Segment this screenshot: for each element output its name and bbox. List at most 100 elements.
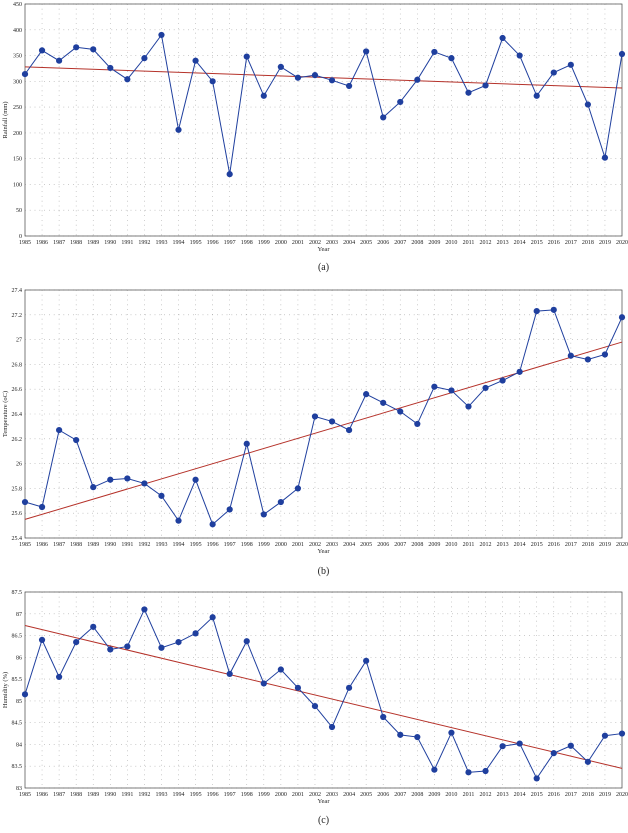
x-tick-label: 1992 (138, 542, 150, 548)
data-point (124, 475, 130, 481)
x-tick-label: 1990 (104, 240, 116, 246)
y-tick-label: 86.5 (12, 634, 23, 640)
x-tick-label: 2008 (411, 542, 423, 548)
x-tick-label: 2011 (463, 542, 475, 548)
data-point (141, 480, 147, 486)
chart-panel-1: 0 50 100 150 200 250 300 350 400 450 1985 1986 1987 1… (2, 2, 628, 273)
plot-frame (25, 4, 622, 236)
data-point (175, 518, 181, 524)
data-point (261, 93, 267, 99)
x-tick-label: 1996 (207, 792, 219, 798)
x-tick-label: 2008 (411, 792, 423, 798)
x-tick-label: 2014 (514, 542, 526, 548)
y-tick-label: 25.8 (12, 486, 23, 492)
x-tick-label: 1989 (87, 542, 99, 548)
data-point (380, 400, 386, 406)
x-tick-label: 2013 (497, 542, 509, 548)
data-point (39, 637, 45, 643)
x-tick-label: 1998 (241, 240, 253, 246)
x-tick-label: 2008 (411, 240, 423, 246)
data-point (175, 127, 181, 133)
x-tick-label: 2006 (377, 792, 389, 798)
data-point (602, 733, 608, 739)
y-tick-label: 25.6 (12, 511, 23, 517)
x-tick-label: 2015 (531, 542, 543, 548)
data-point (363, 391, 369, 397)
x-tick-label: 1997 (224, 240, 236, 246)
data-point (22, 71, 28, 77)
y-tick-label: 26.8 (12, 362, 23, 368)
y-tick-label: 86 (16, 655, 22, 661)
x-tick-label: 2005 (360, 792, 372, 798)
data-point (141, 606, 147, 612)
data-point (363, 48, 369, 54)
x-tick-label: 2015 (531, 792, 543, 798)
data-point (551, 307, 557, 313)
plot-frame (25, 592, 622, 788)
x-tick-label: 2001 (292, 792, 304, 798)
data-point (158, 645, 164, 651)
x-tick-label: 2019 (599, 240, 611, 246)
data-point (158, 32, 164, 38)
x-tick-label: 1993 (155, 792, 167, 798)
y-tick-label: 27.4 (12, 288, 23, 294)
data-point (585, 356, 591, 362)
x-tick-label: 2010 (445, 542, 457, 548)
data-point (124, 643, 130, 649)
x-tick-label: 2012 (480, 240, 492, 246)
x-tick-label: 2016 (548, 240, 560, 246)
x-tick-label: 2019 (599, 792, 611, 798)
x-tick-label: 1986 (36, 542, 48, 548)
x-tick-label: 2011 (463, 792, 475, 798)
x-tick-label: 1987 (53, 542, 65, 548)
panel-caption: (c) (318, 815, 329, 826)
data-point (500, 743, 506, 749)
x-tick-label: 2018 (582, 240, 594, 246)
data-point (619, 730, 625, 736)
x-tick-label: 1990 (104, 792, 116, 798)
x-tick-label: 2020 (616, 240, 628, 246)
data-point (602, 351, 608, 357)
x-tick-label: 2012 (480, 792, 492, 798)
x-tick-label: 1995 (190, 792, 202, 798)
data-point (346, 685, 352, 691)
data-point (397, 408, 403, 414)
x-tick-label: 1989 (87, 792, 99, 798)
x-axis-title: Year (318, 548, 331, 555)
y-tick-label: 150 (13, 157, 22, 163)
x-tick-label: 2009 (428, 792, 440, 798)
x-tick-label: 2007 (394, 542, 406, 548)
data-point (124, 76, 130, 82)
chart-panel-2: 25.4 25.6 25.8 26 26.2 26.4 26.6 26.8 27 27.2 27.4… (2, 288, 628, 577)
data-point (448, 730, 454, 736)
data-point (431, 49, 437, 55)
x-tick-label: 2001 (292, 240, 304, 246)
data-point (568, 353, 574, 359)
panel-caption: (b) (318, 566, 330, 577)
data-point (107, 65, 113, 71)
y-tick-label: 300 (13, 79, 22, 85)
data-point (482, 385, 488, 391)
x-tick-label: 2004 (343, 542, 355, 548)
chart-panel-3: 8383.58484.58585.58686.58787.51985 1986 19… (2, 590, 628, 826)
y-tick-label: 26 (16, 462, 22, 468)
data-point (363, 658, 369, 664)
x-tick-label: 1997 (224, 792, 236, 798)
x-tick-label: 1993 (155, 542, 167, 548)
data-point (534, 775, 540, 781)
x-tick-label: 1998 (241, 792, 253, 798)
data-point (397, 732, 403, 738)
trend-line (25, 626, 622, 769)
data-point (414, 421, 420, 427)
y-tick-label: 250 (13, 105, 22, 111)
data-point (141, 55, 147, 61)
data-point (465, 90, 471, 96)
x-tick-label: 1985 (19, 240, 31, 246)
data-point (90, 624, 96, 630)
x-tick-label: 2020 (616, 542, 628, 548)
y-axis-title: Rainfall (mm) (2, 101, 9, 138)
x-tick-label: 1987 (53, 240, 65, 246)
data-point (585, 759, 591, 765)
y-tick-label: 450 (13, 2, 22, 8)
